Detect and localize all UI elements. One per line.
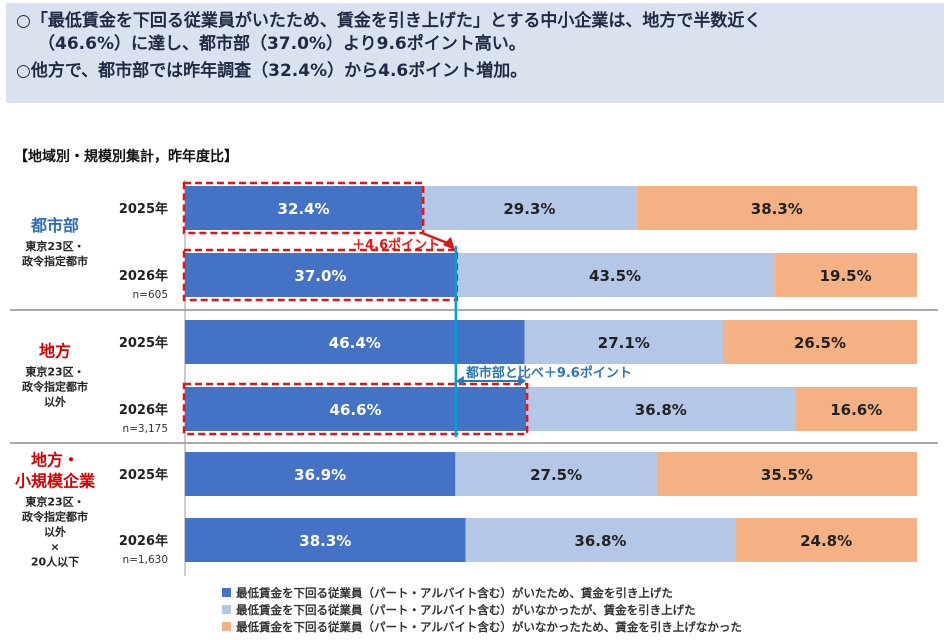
bar-value-label: 19.5%: [820, 267, 872, 285]
bar-value-label: 27.5%: [530, 466, 582, 484]
row-n-label: n=1,630: [122, 554, 168, 566]
bar-value-label: 29.3%: [503, 200, 555, 218]
bar-value-label: 32.4%: [278, 200, 330, 218]
bar-value-label: 43.5%: [589, 267, 641, 285]
group-sublabel: 以外: [44, 525, 66, 539]
row-year-label: 2026年: [119, 533, 168, 549]
bar-value-label: 27.1%: [598, 334, 650, 352]
group-sublabel: 東京23区・: [25, 239, 84, 253]
row-year-label: 2025年: [119, 467, 168, 483]
bar-value-label: 16.6%: [830, 401, 882, 419]
bar-value-label: 36.8%: [574, 532, 626, 550]
bar-segment: [455, 452, 657, 496]
increase-arrow-head: [442, 237, 455, 250]
row-n-label: n=605: [133, 289, 169, 301]
compare-arrow-head-left: [455, 376, 464, 386]
bar-segment: [795, 387, 917, 431]
group-name: 地方・: [31, 451, 79, 470]
highlight-box: [182, 382, 529, 436]
group-name: 地方: [39, 342, 71, 361]
section-title: 【地域別・規模別集計，昨年度比】: [14, 149, 238, 165]
bar-value-label: 38.3%: [299, 532, 351, 550]
bar-segment: [185, 320, 525, 364]
group-sublabel: 政令指定都市: [22, 380, 88, 394]
bar-segment: [636, 186, 917, 230]
legend-swatch: [222, 622, 231, 631]
legend-item: 最低賃金を下回る従業員（パート・アルバイト含む）がいなかったため、賃金を引き上げ…: [222, 618, 922, 635]
group-name: 都市部: [30, 216, 79, 235]
bar-segment: [185, 518, 466, 562]
row-year-label: 2025年: [119, 201, 168, 217]
bar-segment: [455, 253, 775, 297]
row-year-label: 2026年: [119, 268, 168, 284]
group-sublabel: ×: [50, 541, 59, 554]
group-sublabel: 以外: [44, 395, 66, 409]
summary-box: ○「最低賃金を下回る従業員がいたため、賃金を引き上げた」とする中小企業は、地方で…: [6, 3, 944, 103]
bar-segment: [422, 186, 637, 230]
group-sublabel: 東京23区・: [25, 365, 84, 379]
group-sublabel: 政令指定都市: [22, 510, 88, 524]
compare-annotation: 都市部と比べ＋9.6ポイント: [465, 365, 632, 381]
bar-value-label: 36.9%: [294, 466, 346, 484]
row-n-label: n=3,175: [122, 423, 168, 435]
bar-segment: [185, 452, 456, 496]
bar-segment: [524, 320, 724, 364]
group-sublabel: 東京23区・: [25, 495, 84, 509]
legend-item: 最低賃金を下回る従業員（パート・アルバイト含む）がいたため、賃金を引き上げた: [222, 584, 922, 601]
legend-item: 最低賃金を下回る従業員（パート・アルバイト含む）がいなかったが、賃金を引き上げた: [222, 601, 922, 618]
bar-segment: [526, 387, 796, 431]
bar-segment: [774, 253, 917, 297]
summary-line-2: （46.6%）に達し、都市部（37.0%）より9.6ポイント高い。: [38, 34, 526, 54]
bar-segment: [185, 186, 423, 230]
bar-value-label: 35.5%: [761, 466, 813, 484]
bar-value-label: 38.3%: [751, 200, 803, 218]
bar-segment: [723, 320, 917, 364]
legend-swatch: [222, 588, 231, 597]
increase-annotation: ＋4.6ポイント: [352, 237, 440, 253]
legend-label: 最低賃金を下回る従業員（パート・アルバイト含む）がいなかったため、賃金を引き上げ…: [236, 619, 742, 634]
chart-legend: 最低賃金を下回る従業員（パート・アルバイト含む）がいたため、賃金を引き上げた最低…: [222, 584, 922, 635]
group-sublabel: 政令指定都市: [22, 254, 88, 268]
bar-value-label: 46.6%: [330, 401, 382, 419]
row-year-label: 2025年: [119, 335, 168, 351]
legend-label: 最低賃金を下回る従業員（パート・アルバイト含む）がいたため、賃金を引き上げた: [236, 585, 673, 600]
bar-value-label: 24.8%: [800, 532, 852, 550]
bar-segment: [735, 518, 917, 562]
group-sublabel: 20人以下: [31, 555, 79, 569]
bar-segment: [465, 518, 736, 562]
row-year-label: 2026年: [119, 402, 168, 418]
bar-value-label: 37.0%: [294, 267, 346, 285]
bar-value-label: 36.8%: [635, 401, 687, 419]
group-name: 小規模企業: [15, 472, 96, 491]
highlight-box: [182, 181, 425, 235]
bar-segment: [656, 452, 917, 496]
legend-label: 最低賃金を下回る従業員（パート・アルバイト含む）がいなかったが、賃金を引き上げた: [236, 602, 696, 617]
bar-value-label: 26.5%: [794, 334, 846, 352]
summary-line-1: ○「最低賃金を下回る従業員がいたため、賃金を引き上げた」とする中小企業は、地方で…: [16, 11, 762, 31]
legend-swatch: [222, 605, 231, 614]
bar-segment: [185, 253, 456, 297]
increase-arrow-line: [421, 231, 451, 246]
compare-arrow-head-right: [518, 376, 527, 386]
summary-line-3: ○他方で、都市部では昨年調査（32.4%）から4.6ポイント増加。: [16, 61, 528, 81]
bar-value-label: 46.4%: [329, 334, 381, 352]
bar-segment: [185, 387, 527, 431]
